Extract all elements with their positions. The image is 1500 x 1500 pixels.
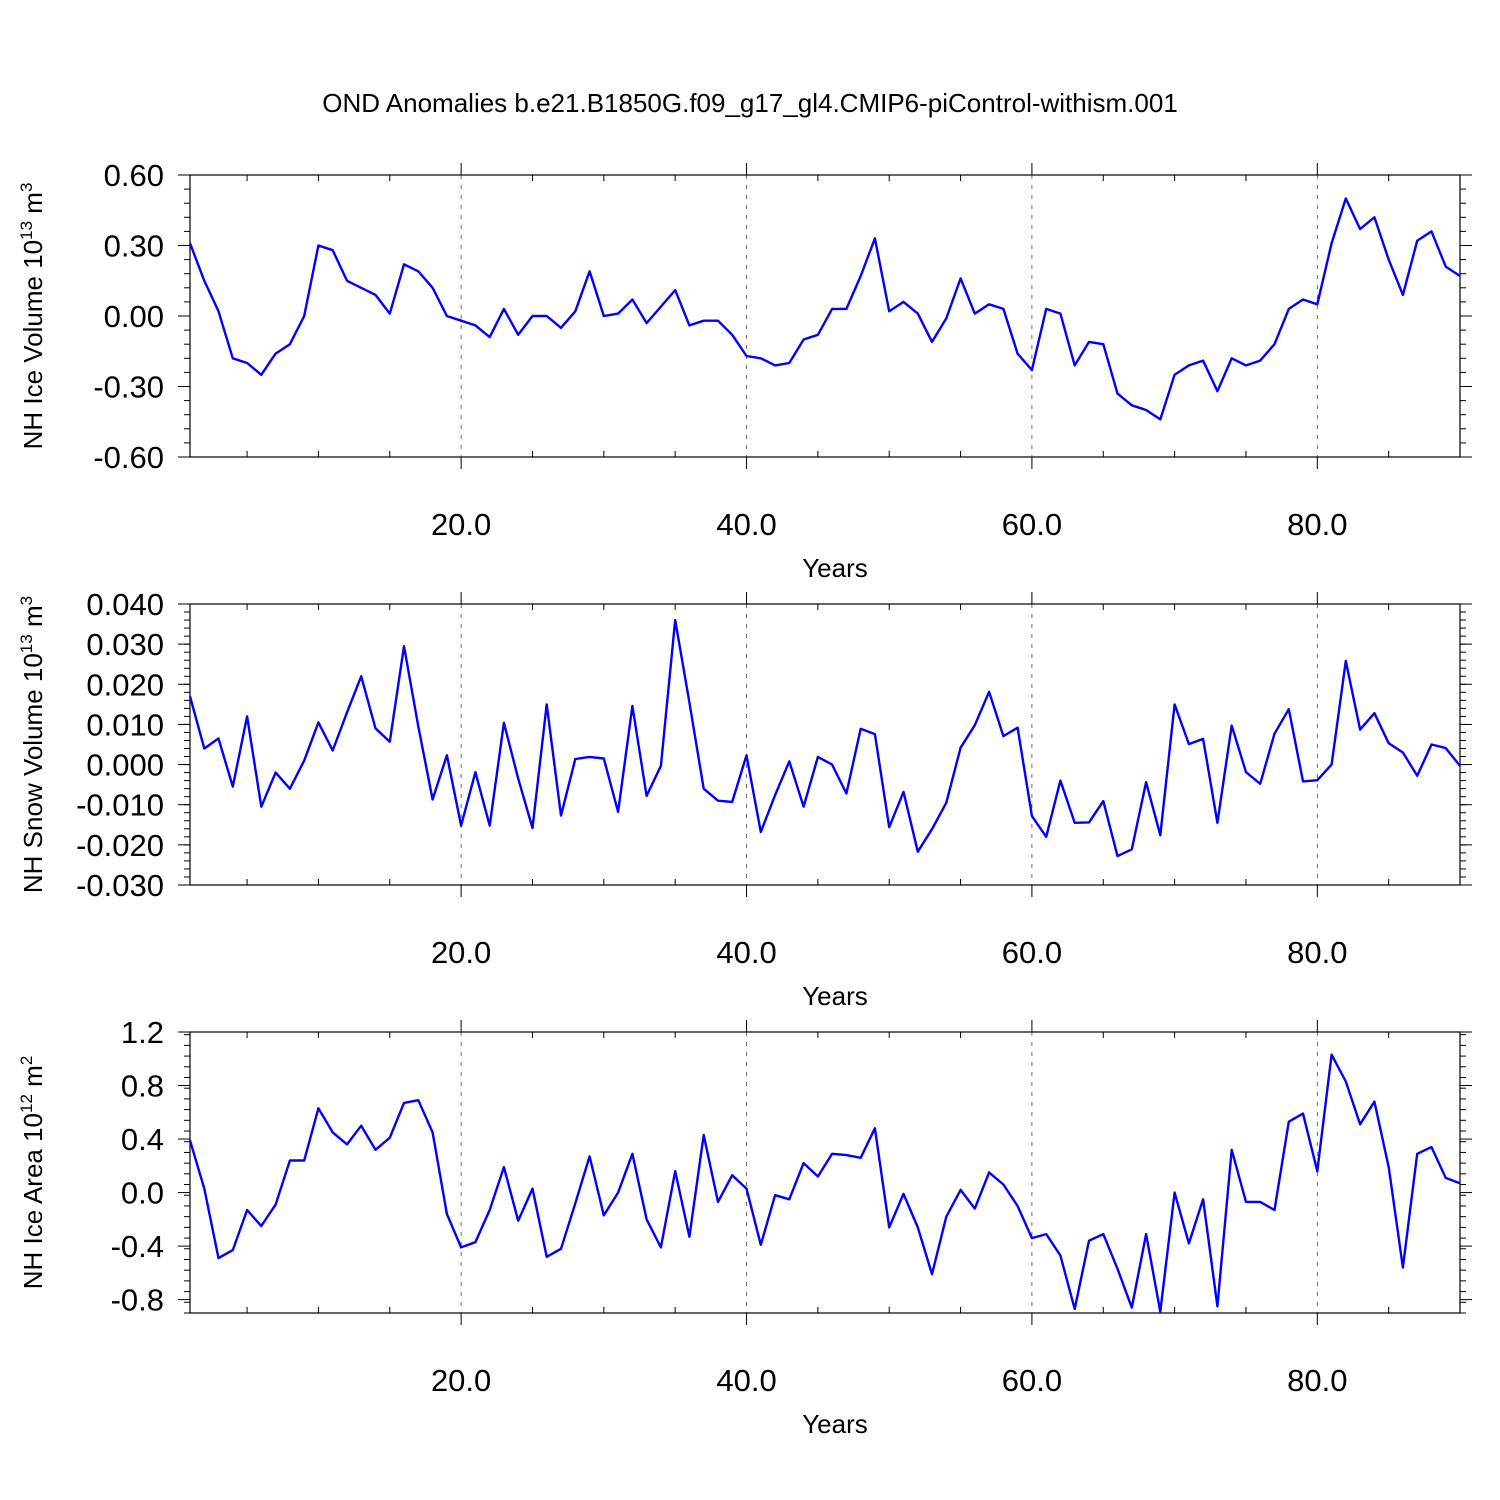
x-tick-label: 60.0 [1002,1363,1062,1398]
y-tick-label: -0.4 [111,1229,164,1264]
y-tick-label: -0.020 [76,828,164,863]
y-tick-label: 0.0 [121,1176,164,1211]
y-tick-label: -0.60 [93,440,164,475]
y-axis-label: NH Ice Volume 1013 m3 [17,183,48,450]
y-tick-label: 0.030 [86,627,164,662]
y-tick-label: 0.8 [121,1069,164,1104]
x-tick-label: 60.0 [1002,935,1062,970]
panel-2: 20.0 40.0 60.0 80.0 -0.030 -0.020 -0.010 0.000 0… [17,587,1472,1011]
x-tick-label: 20.0 [431,1363,491,1398]
y-axis-label: NH Ice Area 1012 m2 [17,1056,48,1290]
x-tick-label: 20.0 [431,507,491,542]
y-tick-label: 1.2 [121,1015,164,1050]
y-tick-label: -0.30 [93,370,164,405]
y-tick-label: -0.030 [76,868,164,903]
series-line [188,1053,1461,1313]
series-line [188,197,1461,421]
panel-3: 20.0 40.0 60.0 80.0 -0.8 -0.4 0.0 0.4 0.8 1.2 Year… [17,1015,1472,1439]
x-tick-label: 80.0 [1287,935,1347,970]
y-tick-label: 0.4 [121,1122,164,1157]
y-tick-label: -0.010 [76,788,164,823]
panel-1: 20.0 40.0 60.0 80.0 -0.60 -0.30 0.00 0.30 0.60 Ye… [17,158,1472,583]
x-axis-label: Years [802,1409,868,1439]
y-tick-label: 0.040 [86,587,164,622]
plot-frame [189,1031,1461,1314]
y-tick-label: 0.020 [86,667,164,702]
x-axis-label: Years [802,553,868,583]
x-tick-label: 40.0 [716,935,776,970]
x-tick-label: 40.0 [716,1363,776,1398]
y-axis-label: NH Snow Volume 1013 m3 [17,596,48,893]
y-tick-label: 0.60 [104,158,164,193]
x-tick-label: 80.0 [1287,1363,1347,1398]
x-tick-label: 80.0 [1287,507,1347,542]
x-tick-label: 60.0 [1002,507,1062,542]
y-tick-label: 0.30 [104,229,164,264]
x-tick-label: 20.0 [431,935,491,970]
series-line [188,618,1461,858]
plot-frame [189,174,1461,458]
x-tick-label: 40.0 [716,507,776,542]
y-tick-label: 0.00 [104,299,164,334]
x-axis-label: Years [802,981,868,1011]
plot-frame [189,603,1461,886]
chart-title: OND Anomalies b.e21.B1850G.f09_g17_gl4.C… [322,88,1178,118]
y-tick-label: 0.010 [86,707,164,742]
y-tick-label: -0.8 [111,1283,164,1318]
y-tick-label: 0.000 [86,748,164,783]
